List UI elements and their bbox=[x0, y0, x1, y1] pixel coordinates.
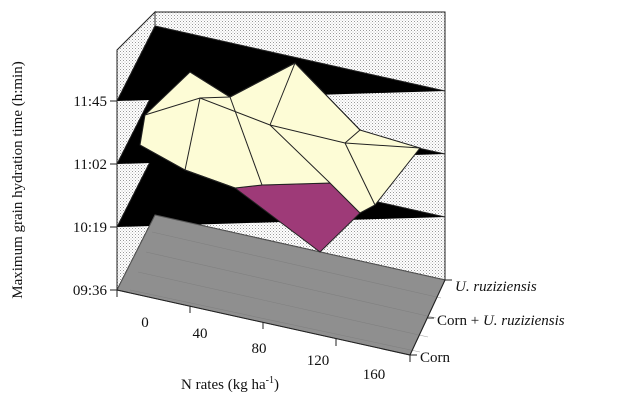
y-category-label: Corn + U. ruziziensis bbox=[437, 313, 565, 329]
x-tick-label: 40 bbox=[193, 326, 208, 342]
z-tick-label: 09:36 bbox=[73, 283, 108, 299]
z-tick-label: 10:19 bbox=[73, 220, 107, 236]
x-tick-label: 160 bbox=[363, 367, 386, 383]
surface bbox=[139, 62, 421, 253]
y-category-label: Corn bbox=[420, 350, 451, 366]
x-tick-label: 0 bbox=[141, 315, 149, 331]
y-axis bbox=[409, 279, 452, 356]
z-axis bbox=[110, 50, 118, 291]
floor-texture bbox=[129, 231, 442, 353]
x-tick-label: 80 bbox=[252, 341, 267, 357]
z-axis-title: Maximum grain hydration time (h:min) bbox=[10, 61, 26, 298]
x-axis bbox=[116, 289, 411, 362]
x-axis-title: N rates (kg ha-1) bbox=[181, 375, 279, 393]
y-category-label: U. ruziziensis bbox=[455, 279, 537, 295]
z-tick-label: 11:45 bbox=[73, 94, 107, 110]
x-tick-label: 120 bbox=[307, 353, 330, 369]
z-tick-label: 11:02 bbox=[73, 157, 107, 173]
